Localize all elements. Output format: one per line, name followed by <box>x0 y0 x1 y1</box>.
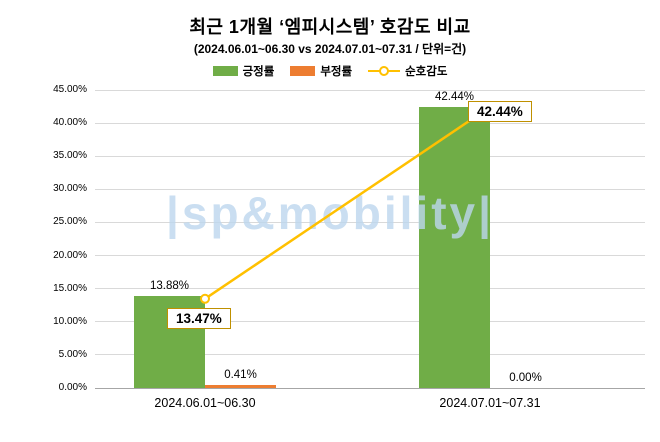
line-marker-icon <box>200 293 210 304</box>
bar-value-label-positive-rate-1: 13.88% <box>149 280 189 293</box>
gridline <box>95 89 645 91</box>
gridline <box>95 255 645 257</box>
legend-swatch-negative-rate <box>290 66 316 76</box>
legend-label: 부정률 <box>320 66 353 78</box>
y-axis-tick: 30.00% <box>53 183 87 195</box>
gridline <box>95 354 645 356</box>
bar-value-label-positive-rate-2: 42.44% <box>434 90 474 103</box>
y-axis-tick: 25.00% <box>53 216 87 228</box>
bar-positive-rate-2 <box>419 106 490 388</box>
line-value-callout-2: 42.44% <box>468 100 532 122</box>
y-axis-tick: 15.00% <box>53 282 87 294</box>
gridline <box>95 122 645 124</box>
y-axis-tick: 0.00% <box>58 382 87 393</box>
watermark: |sp&mobility| <box>166 187 494 239</box>
legend-line-marker-icon <box>368 65 401 77</box>
y-axis-tick: 35.00% <box>53 150 87 162</box>
legend-swatch-positive-rate <box>212 66 238 76</box>
gridline <box>95 321 645 323</box>
bar-negative-rate-1 <box>205 385 276 388</box>
legend: 긍정률 부정률 순호감도 <box>0 63 660 79</box>
legend-line-dot <box>379 66 390 76</box>
gridline <box>95 188 645 190</box>
legend-item-negative-rate: 부정률 <box>290 63 352 79</box>
chart-title: 최근 1개월 ‘엠피시스템’ 호감도 비교 <box>189 17 471 37</box>
legend-item-net-favorability: 순호감도 <box>368 63 447 79</box>
y-axis-tick: 20.00% <box>53 249 87 261</box>
line-value-callout-1: 13.47% <box>167 307 231 329</box>
y-axis-tick: 45.00% <box>53 84 87 95</box>
x-axis-line <box>95 387 645 389</box>
bar-value-label-negative-rate-2: 0.00% <box>509 372 542 384</box>
gridline <box>95 155 645 157</box>
x-axis-label-1: 2024.06.01~06.30 <box>154 396 256 410</box>
gridline <box>95 288 645 290</box>
y-axis-tick: 10.00% <box>53 315 87 327</box>
legend-item-positive-rate: 긍정률 <box>212 63 275 79</box>
bar-value-label-negative-rate-1: 0.41% <box>224 369 257 382</box>
legend-label: 순호감도 <box>405 66 448 78</box>
x-axis-label-2: 2024.07.01~07.31 <box>439 396 541 410</box>
chart-subtitle: (2024.06.01~06.30 vs 2024.07.01~07.31 / … <box>193 42 467 56</box>
y-axis-tick: 5.00% <box>58 348 87 360</box>
y-axis-tick: 40.00% <box>53 117 87 129</box>
legend-label: 긍정률 <box>242 66 275 78</box>
gridline <box>95 221 645 223</box>
